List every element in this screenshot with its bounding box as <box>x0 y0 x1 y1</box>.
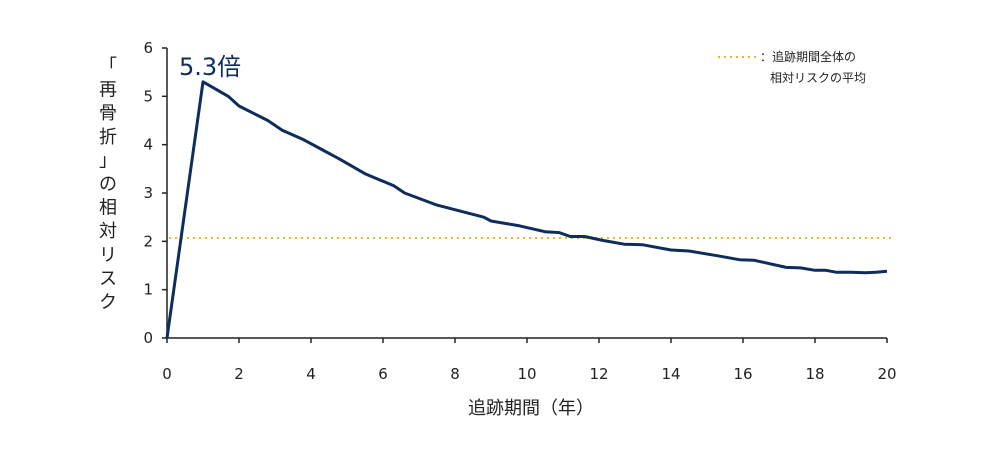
x-axis-title: 追跡期間（年） <box>468 398 594 419</box>
legend-label-line1: ：追跡期間全体の <box>760 49 856 64</box>
y-axis-title-char: 骨 <box>99 103 117 124</box>
x-tick-label: 8 <box>450 365 460 383</box>
axes <box>166 48 887 339</box>
y-tick-label: 2 <box>143 232 153 250</box>
y-axis-title-char: 折 <box>99 127 117 148</box>
legend: ：追跡期間全体の 相対リスクの平均 <box>718 49 866 85</box>
y-tick-label: 6 <box>143 39 153 57</box>
y-axis-title-char: リ <box>99 245 117 266</box>
x-tick-label: 6 <box>378 365 388 383</box>
x-tick-label: 18 <box>805 365 824 383</box>
y-axis-title-char: ク <box>99 292 117 313</box>
x-tick-label: 14 <box>661 365 680 383</box>
x-tick-label: 16 <box>733 365 752 383</box>
y-axis-title-char: ス <box>99 268 117 289</box>
y-axis-title-char: 再 <box>99 80 117 101</box>
y-tick-label: 0 <box>143 329 153 347</box>
y-tick-label: 1 <box>143 281 153 299</box>
y-tick-label: 4 <box>143 136 153 154</box>
x-tick-label: 2 <box>234 365 244 383</box>
x-tick-label: 10 <box>517 365 536 383</box>
y-tick-label: 3 <box>143 184 153 202</box>
legend-label-line2: 相対リスクの平均 <box>770 71 866 85</box>
x-tick-label: 0 <box>162 365 172 383</box>
x-ticks: 0 2 4 6 8 10 12 14 16 18 20 <box>162 338 897 383</box>
peak-annotation: 5.3倍 <box>179 53 241 81</box>
x-tick-label: 12 <box>589 365 608 383</box>
y-tick-label: 5 <box>143 87 153 105</box>
y-axis-title-char: の <box>99 174 117 195</box>
y-axis-title-char: 相 <box>99 198 117 219</box>
x-tick-label: 20 <box>877 365 896 383</box>
relative-risk-line <box>165 80 888 339</box>
x-tick-label: 4 <box>306 365 316 383</box>
y-ticks: 0 1 2 3 4 5 6 <box>143 39 167 347</box>
y-axis-title-char: 」 <box>99 150 117 171</box>
y-axis-title-char: 「 <box>99 56 117 77</box>
y-axis-title-char: 対 <box>99 221 117 242</box>
